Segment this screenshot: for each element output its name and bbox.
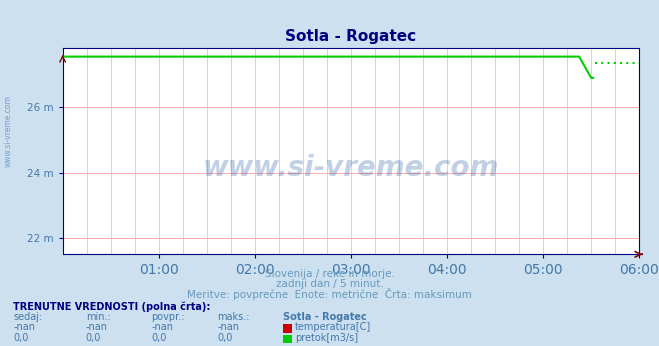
Text: Meritve: povprečne  Enote: metrične  Črta: maksimum: Meritve: povprečne Enote: metrične Črta:… bbox=[187, 288, 472, 300]
Title: Sotla - Rogatec: Sotla - Rogatec bbox=[285, 29, 416, 45]
Text: -nan: -nan bbox=[86, 322, 107, 333]
Text: -nan: -nan bbox=[217, 322, 239, 333]
Text: Slovenija / reke in morje.: Slovenija / reke in morje. bbox=[264, 269, 395, 279]
Text: zadnji dan / 5 minut.: zadnji dan / 5 minut. bbox=[275, 279, 384, 289]
Text: povpr.:: povpr.: bbox=[152, 312, 185, 322]
Text: www.si-vreme.com: www.si-vreme.com bbox=[203, 154, 499, 182]
Text: -nan: -nan bbox=[13, 322, 35, 333]
Text: 0,0: 0,0 bbox=[86, 333, 101, 343]
Text: 0,0: 0,0 bbox=[152, 333, 167, 343]
Text: min.:: min.: bbox=[86, 312, 111, 322]
Text: 0,0: 0,0 bbox=[217, 333, 233, 343]
Text: maks.:: maks.: bbox=[217, 312, 250, 322]
Text: pretok[m3/s]: pretok[m3/s] bbox=[295, 333, 358, 343]
Text: www.si-vreme.com: www.si-vreme.com bbox=[4, 95, 13, 167]
Text: Sotla - Rogatec: Sotla - Rogatec bbox=[283, 312, 367, 322]
Text: 0,0: 0,0 bbox=[13, 333, 28, 343]
Text: -nan: -nan bbox=[152, 322, 173, 333]
Text: sedaj:: sedaj: bbox=[13, 312, 42, 322]
Text: TRENUTNE VREDNOSTI (polna črta):: TRENUTNE VREDNOSTI (polna črta): bbox=[13, 301, 211, 312]
Text: temperatura[C]: temperatura[C] bbox=[295, 322, 372, 333]
